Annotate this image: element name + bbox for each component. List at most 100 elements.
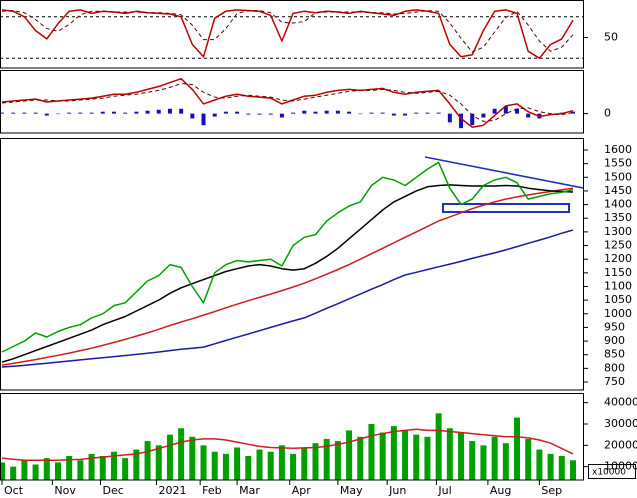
y-tick-label: 1550 (604, 157, 632, 170)
histogram-bar (201, 113, 206, 126)
volume-bar (290, 453, 297, 480)
panel-frame (0, 138, 584, 391)
histogram-bar (291, 112, 296, 114)
histogram-bar (335, 110, 340, 114)
histogram-bar (324, 110, 329, 114)
volume-bar (133, 449, 140, 480)
histogram-bar (515, 108, 520, 114)
y-tick-label: 1200 (604, 252, 632, 265)
y-tick-label: 950 (604, 320, 625, 333)
volume-bar (211, 451, 218, 480)
histogram-bar (67, 112, 72, 114)
histogram-bar (470, 113, 475, 126)
histogram-bar (212, 113, 217, 117)
histogram-bar (571, 111, 575, 114)
volume-bar (379, 432, 386, 480)
x-tick-label: Apr (292, 484, 312, 497)
volume-bar (346, 430, 353, 480)
panel-frame (0, 70, 584, 134)
volume-bar (458, 432, 465, 480)
series-line (1, 184, 574, 363)
volume-bar (77, 460, 84, 480)
volume-bar (514, 417, 521, 480)
volume-bar (32, 464, 39, 480)
x-tick-label: Jul (437, 484, 451, 497)
volume-bar (267, 451, 274, 480)
range-box (442, 203, 570, 213)
y-tick-label: 10000 (604, 460, 637, 473)
y-tick-label: 850 (604, 348, 625, 361)
volume-bar (480, 445, 487, 480)
volume-bar (155, 445, 162, 480)
volume-bar (122, 458, 129, 480)
macd-panel (0, 77, 575, 129)
volume-bar (88, 453, 95, 480)
x-tick-label: Dec (103, 484, 124, 497)
histogram-bar (22, 112, 27, 114)
histogram-bar (459, 113, 464, 129)
x-tick-label: Nov (54, 484, 76, 497)
histogram-bar (268, 113, 273, 115)
stochastic-panel (0, 9, 583, 59)
x-tick-label: Jun (388, 484, 406, 497)
volume-bar (402, 430, 409, 480)
panel-frame (0, 0, 584, 69)
x-tick-label: Aug (490, 484, 511, 497)
unit-box (588, 464, 636, 479)
y-tick-label: 1050 (604, 293, 632, 306)
histogram-bar (190, 113, 195, 119)
volume-bar (334, 441, 341, 480)
y-tick-label: 50 (604, 31, 618, 44)
x-tick-label: May (340, 484, 363, 497)
histogram-bar (123, 112, 128, 114)
histogram-bar (167, 108, 172, 114)
panel-frame (0, 393, 584, 481)
volume-bar (390, 426, 397, 480)
volume-bar (446, 428, 453, 480)
volume-bar (234, 447, 241, 480)
volume-bar (547, 453, 554, 480)
volume-bar (10, 466, 17, 480)
volume-bar (110, 451, 117, 480)
y-tick-label: 0 (604, 107, 611, 120)
y-tick-label: 30000 (604, 417, 637, 430)
y-tick-label: 1600 (604, 143, 632, 156)
histogram-bar (44, 113, 49, 116)
y-tick-label: 900 (604, 334, 625, 347)
histogram-bar (369, 112, 374, 114)
volume-bar (502, 443, 509, 480)
volume-bar (178, 428, 185, 480)
histogram-bar (257, 113, 262, 115)
histogram-bar (111, 111, 116, 114)
y-tick-label: 800 (604, 361, 625, 374)
volume-bar (491, 436, 498, 480)
histogram-bar (347, 111, 352, 114)
histogram-bar (414, 112, 419, 114)
volume-bar (301, 447, 308, 480)
histogram-bar (33, 112, 38, 114)
volume-bar (312, 443, 319, 480)
histogram-bar (279, 113, 284, 118)
series-line (1, 9, 574, 59)
volume-bar (21, 460, 28, 480)
histogram-bar (223, 111, 228, 114)
histogram-bar (380, 112, 385, 114)
volume-bar (368, 424, 375, 480)
volume-bar (525, 438, 532, 480)
histogram-bar (492, 108, 497, 114)
y-tick-label: 1250 (604, 239, 632, 252)
volume-bar (0, 462, 5, 480)
histogram-bar (313, 111, 318, 114)
volume-bar (323, 438, 330, 480)
y-tick-label: 1100 (604, 279, 632, 292)
price-panel (1, 156, 583, 368)
volume-bar (43, 458, 50, 480)
y-tick-label: 1300 (604, 225, 632, 238)
y-tick-label: 1350 (604, 211, 632, 224)
volume-bar (222, 453, 229, 480)
volume-bar (413, 434, 420, 480)
histogram-bar (391, 113, 396, 116)
volume-panel (0, 413, 576, 480)
histogram-bar (134, 111, 139, 114)
